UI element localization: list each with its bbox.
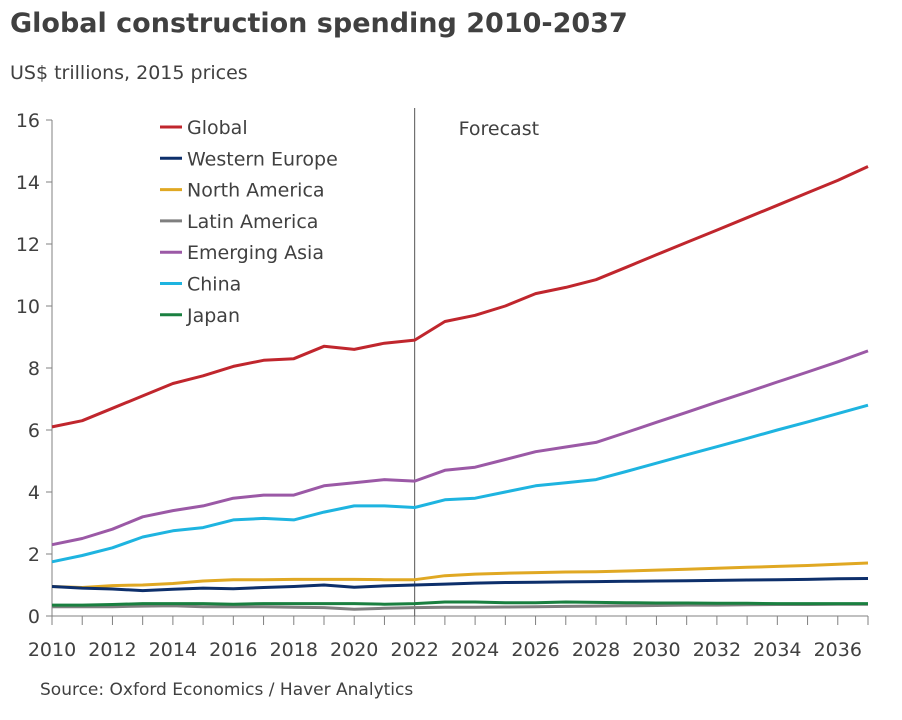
y-tick-label: 16 — [16, 110, 40, 132]
x-tick-label: 2012 — [88, 639, 136, 661]
legend-label: North America — [187, 180, 325, 202]
forecast-label: Forecast — [459, 118, 539, 140]
y-tick-label: 14 — [16, 172, 40, 194]
x-tick-label: 2036 — [814, 639, 862, 661]
x-tick-label: 2022 — [390, 639, 438, 661]
y-tick-label: 10 — [16, 296, 40, 318]
y-tick-label: 6 — [28, 420, 40, 442]
legend-label: Latin America — [187, 211, 318, 233]
series-line-japan — [52, 600, 868, 607]
x-tick-label: 2024 — [451, 639, 499, 661]
x-tick-label: 2032 — [693, 639, 741, 661]
legend-label: Japan — [186, 305, 240, 327]
legend-label: Western Europe — [187, 148, 338, 170]
x-tick-label: 2034 — [753, 639, 801, 661]
chart-subtitle: US$ trillions, 2015 prices — [10, 62, 248, 84]
series-line-global — [51, 165, 869, 429]
x-tick-label: 2028 — [572, 639, 620, 661]
x-tick-label: 2010 — [28, 639, 76, 661]
y-tick-label: 4 — [28, 482, 40, 504]
series-line-north-america — [51, 561, 869, 589]
series-line-emerging-asia — [51, 349, 869, 547]
x-tick-label: 2016 — [209, 639, 257, 661]
series-line-china — [51, 403, 869, 564]
y-tick-label: 12 — [16, 234, 40, 256]
chart-title: Global construction spending 2010-2037 — [10, 8, 628, 39]
series-line-western-europe — [51, 577, 869, 593]
x-tick-label: 2030 — [632, 639, 680, 661]
legend-label: China — [187, 274, 241, 296]
x-tick-label: 2018 — [270, 639, 318, 661]
source-note: Source: Oxford Economics / Haver Analyti… — [40, 680, 414, 700]
legend-label: Emerging Asia — [187, 242, 324, 264]
x-tick-label: 2026 — [511, 639, 559, 661]
y-tick-label: 8 — [28, 358, 40, 380]
x-tick-label: 2020 — [330, 639, 378, 661]
x-tick-label: 2014 — [149, 639, 197, 661]
y-tick-label: 2 — [28, 544, 40, 566]
y-tick-label: 0 — [28, 606, 40, 628]
series-line-latin-america — [52, 602, 868, 611]
legend-label: Global — [187, 117, 248, 139]
